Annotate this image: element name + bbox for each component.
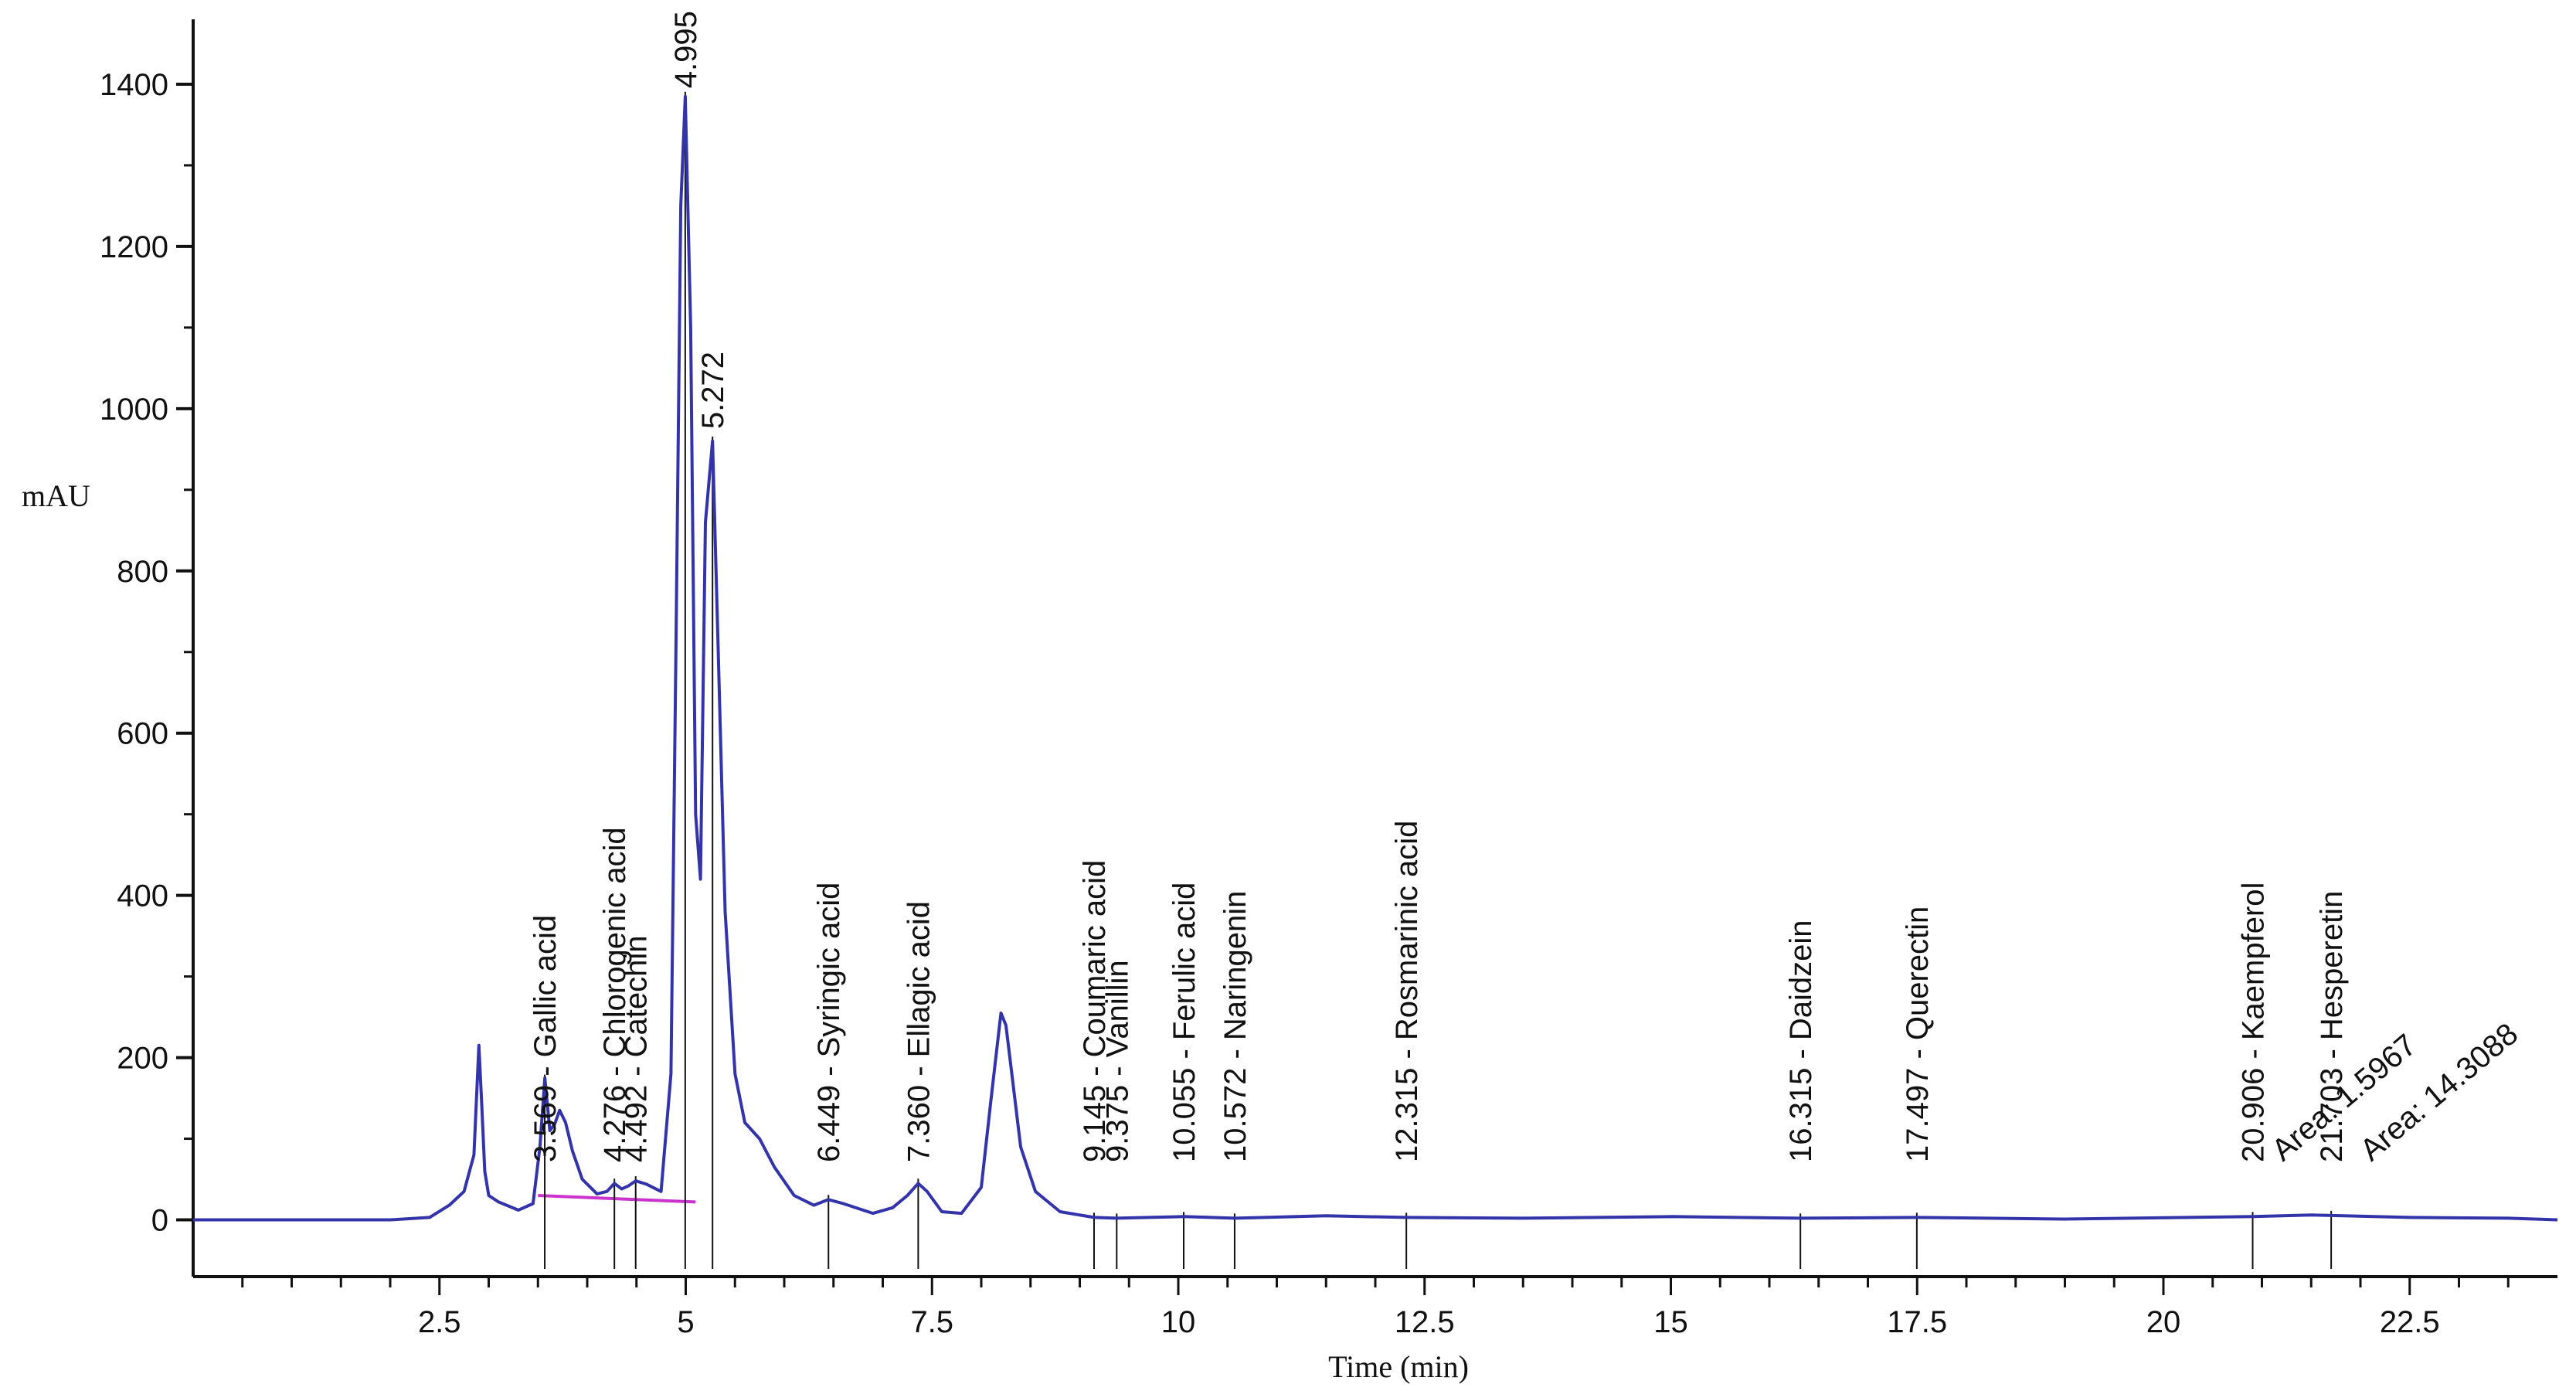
peak-label: 4.492 - Catechin bbox=[620, 935, 654, 1162]
x-axis-title: Time (min) bbox=[1328, 1349, 1469, 1384]
peak-label: 3.569 - Gallic acid bbox=[528, 915, 562, 1162]
y-tick-label: 1000 bbox=[100, 393, 168, 427]
peak-label: 5.272 bbox=[696, 352, 730, 429]
peak-label: 9.375 - Vanillin bbox=[1100, 960, 1134, 1162]
y-tick-label: 400 bbox=[117, 879, 168, 913]
peak-label: 17.497 - Querectin bbox=[1901, 906, 1935, 1162]
peak-label: 9.145 - Coumaric acid bbox=[1078, 860, 1112, 1162]
x-tick-label: 12.5 bbox=[1395, 1305, 1455, 1339]
peak-label: 4.995 bbox=[669, 11, 703, 88]
y-axis-title: mAU bbox=[22, 478, 90, 513]
peak-label: 16.315 - Daidzein bbox=[1784, 920, 1818, 1162]
y-tick-label: 600 bbox=[117, 717, 168, 751]
peak-label: 10.055 - Ferulic acid bbox=[1167, 883, 1201, 1162]
y-tick-label: 0 bbox=[151, 1204, 168, 1238]
x-ticks: 2.5 5 7.5 10 12.5 15 17.5 20 22.5 bbox=[241, 1277, 2510, 1339]
x-tick-label: 17.5 bbox=[1887, 1305, 1947, 1339]
y-tick-label: 1400 bbox=[100, 68, 168, 102]
x-tick-label: 7.5 bbox=[910, 1305, 953, 1339]
y-ticks: 0 200 400 600 800 1000 1200 1400 bbox=[100, 68, 193, 1238]
integration-baseline bbox=[538, 1194, 696, 1204]
x-tick-label: 2.5 bbox=[418, 1305, 461, 1339]
x-tick-label: 10 bbox=[1161, 1305, 1196, 1339]
x-tick-label: 20 bbox=[2146, 1305, 2181, 1339]
peak-label: 12.315 - Rosmarinic acid bbox=[1390, 821, 1424, 1162]
peak-label: 21.703 - Hesperetin bbox=[2315, 891, 2349, 1162]
chromatogram-trace bbox=[193, 94, 2558, 1222]
y-tick-label: 800 bbox=[117, 555, 168, 589]
peak-label: 20.906 - Kaempferol bbox=[2237, 883, 2271, 1162]
x-tick-label: 15 bbox=[1653, 1305, 1688, 1339]
peak-markers bbox=[544, 91, 2333, 1269]
x-tick-label: 5 bbox=[677, 1305, 694, 1339]
peak-label: 10.572 - Naringenin bbox=[1218, 891, 1252, 1162]
peak-label: 6.449 - Syringic acid bbox=[812, 883, 846, 1162]
peak-label: 4.276 - Chlorogenic acid bbox=[598, 827, 632, 1162]
y-tick-label: 1200 bbox=[100, 230, 168, 264]
x-tick-label: 22.5 bbox=[2380, 1305, 2440, 1339]
peak-label: 7.360 - Ellagic acid bbox=[902, 901, 936, 1162]
y-tick-label: 200 bbox=[117, 1042, 168, 1076]
